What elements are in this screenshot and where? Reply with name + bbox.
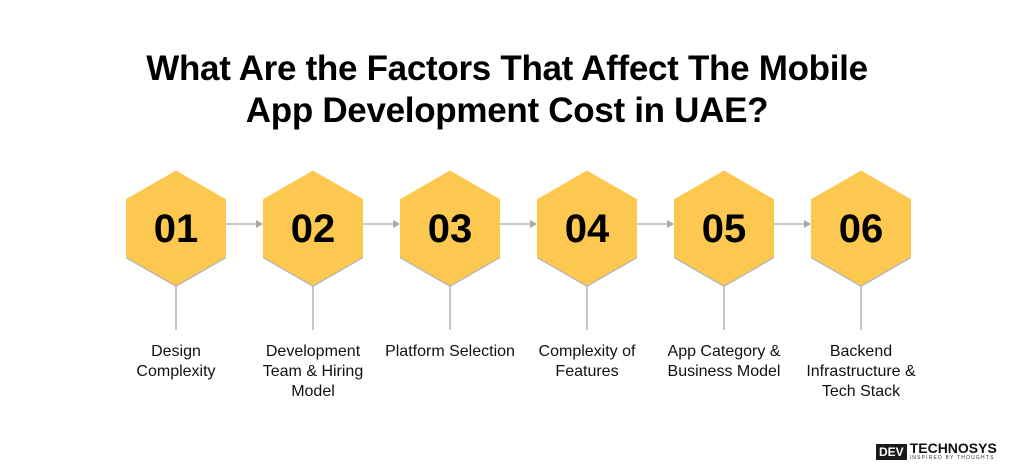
arrow-head-icon: [393, 220, 400, 228]
step-label: App Category & Business Model: [667, 343, 781, 380]
step-number: 05: [702, 207, 747, 251]
logo-dev: DEV: [876, 443, 907, 460]
page-title: What Are the Factors That Affect The Mob…: [0, 48, 1014, 132]
step-hexagon: [537, 170, 637, 286]
title-line-2: App Development Cost in UAE?: [245, 91, 769, 130]
arrow-head-icon: [530, 220, 537, 228]
title-line-1: What Are the Factors That Affect The Mob…: [146, 49, 868, 88]
step-hexagon: [263, 170, 363, 286]
step-number: 04: [565, 207, 610, 251]
step-hexagon: [811, 170, 911, 286]
step-hexagon: [400, 170, 500, 286]
step-label: Development Team & Hiring Model: [262, 343, 364, 400]
step-number: 01: [154, 207, 199, 251]
arrow-head-icon: [667, 220, 674, 228]
step-label: Platform Selection: [385, 343, 515, 360]
logo-name: TECHNOSYS: [909, 440, 997, 456]
devtechnosys-logo: DEV TECHNOSYS INSPIRED BY THOUGHTS: [876, 440, 997, 461]
step-hexagon: [126, 170, 226, 286]
step-number: 03: [428, 207, 473, 251]
logo-tagline: INSPIRED BY THOUGHTS: [909, 455, 995, 461]
step-number: 02: [291, 207, 336, 251]
step-hexagon: [674, 170, 774, 286]
step-label: Backend Infrastructure & Tech Stack: [806, 343, 916, 400]
arrow-head-icon: [804, 220, 811, 228]
step-label: Design Complexity: [136, 343, 216, 380]
arrow-head-icon: [256, 220, 263, 228]
step-number: 06: [839, 207, 884, 251]
step-label: Complexity of Features: [538, 343, 636, 380]
